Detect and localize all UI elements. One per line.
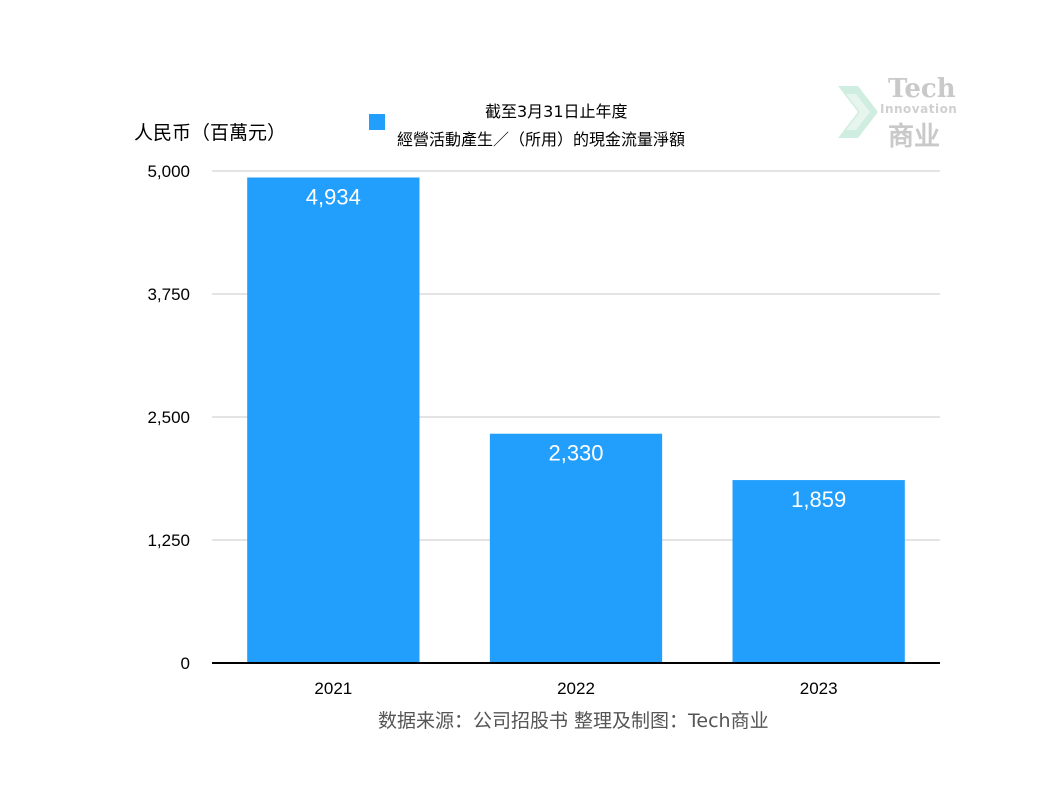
source-note: 数据来源：公司招股书 整理及制图：Tech商业 (378, 710, 769, 732)
value-label-2022: 2,330 (548, 441, 603, 466)
value-label-2021: 4,934 (306, 184, 361, 209)
legend-swatch (369, 114, 385, 130)
logo-innovation-text: Innovation (880, 102, 958, 116)
legend-title: 截至3月31日止年度 (485, 102, 628, 121)
y-tick-label: 0 (181, 654, 190, 673)
tech-logo: Tech Innovation 商业 (836, 74, 966, 154)
bar-2022 (489, 433, 663, 663)
legend-series-name: 經營活動產生／（所用）的現金流量淨額 (397, 130, 686, 149)
value-labels: 4,934 2,330 1,859 (306, 184, 846, 512)
x-tick-label-2023: 2023 (800, 679, 838, 698)
y-tick-label: 5,000 (147, 162, 190, 181)
y-tick-label: 2,500 (147, 408, 190, 427)
x-tick-label-2021: 2021 (314, 679, 352, 698)
y-tick-label: 3,750 (147, 285, 190, 304)
logo-arrow-icon (838, 86, 878, 138)
logo-tech-text: Tech (888, 74, 956, 104)
y-axis-ticks: 0 1,250 2,500 3,750 5,000 (147, 162, 190, 673)
x-axis-ticks: 2021 2022 2023 (314, 679, 837, 698)
bars (247, 177, 905, 664)
value-label-2023: 1,859 (791, 487, 846, 512)
logo-cn-text: 商业 (888, 122, 941, 152)
bar-2023 (732, 480, 905, 663)
x-tick-label-2022: 2022 (557, 679, 595, 698)
y-axis-label: 人民币（百萬元） (134, 122, 287, 144)
y-tick-label: 1,250 (147, 531, 190, 550)
bar-2021 (247, 177, 420, 664)
